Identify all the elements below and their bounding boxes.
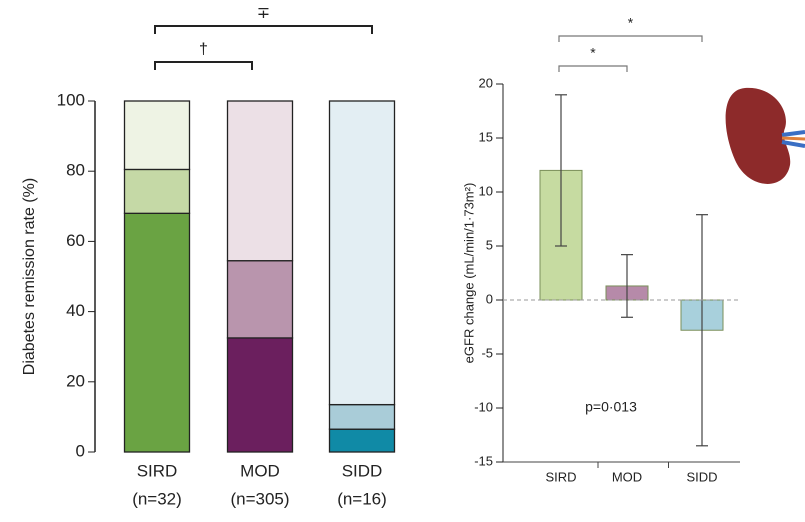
x-tick-label: SIDD (342, 461, 383, 480)
kidney-icon (725, 87, 805, 184)
y-tick-label: 40 (66, 301, 85, 320)
bar-segment (226, 260, 294, 339)
sample-size: (n=305) (230, 489, 289, 508)
y-tick-label: 0 (76, 441, 85, 460)
significance-bracket (154, 25, 373, 34)
x-tick-label: SIRD (545, 469, 576, 484)
significance-label: * (319, 0, 325, 8)
y-tick-label: 15 (479, 129, 493, 144)
x-tick-label: MOD (240, 461, 280, 480)
significance-label: † (199, 41, 208, 58)
y-tick-label: 0 (486, 291, 493, 306)
bar-segment (226, 337, 294, 453)
y-tick-label: 10 (479, 183, 493, 198)
significance-label: ∓ (257, 5, 270, 22)
y-tick-label: 20 (66, 371, 85, 390)
x-tick-label: MOD (612, 469, 642, 484)
x-tick-label: SIDD (686, 469, 717, 484)
y-tick-label: 100 (57, 90, 85, 109)
bar-segment (328, 428, 396, 453)
y-tick-label: 20 (479, 75, 493, 90)
bar-segment (123, 168, 191, 214)
y-tick-label: 60 (66, 231, 85, 250)
significance-bracket (154, 61, 253, 70)
y-axis-label: eGFR change (mL/min/1·73m²) (461, 183, 476, 364)
y-tick-label: 80 (66, 161, 85, 180)
vessels (781, 130, 805, 148)
bar-segment (328, 100, 396, 406)
y-tick-label: -5 (481, 345, 493, 360)
y-tick-label: -15 (474, 453, 493, 468)
sample-size: (n=32) (132, 489, 182, 508)
sample-size: (n=16) (337, 489, 387, 508)
significance-label: * (590, 45, 596, 61)
significance-bracket (558, 65, 628, 72)
kidney (725, 87, 791, 184)
bar-segment (328, 403, 396, 430)
y-tick-label: -10 (474, 399, 493, 414)
y-axis-label: Diabetes remission rate (%) (21, 178, 38, 375)
bar-segment (226, 100, 294, 262)
significance-label: * (628, 15, 634, 31)
bar-segment (123, 100, 191, 171)
bar-segment (123, 212, 191, 453)
y-tick-label: 5 (486, 237, 493, 252)
x-tick-label: SIRD (137, 461, 178, 480)
significance-bracket (558, 35, 703, 42)
annotation: p=0·013 (585, 399, 637, 415)
ureter (781, 136, 805, 141)
